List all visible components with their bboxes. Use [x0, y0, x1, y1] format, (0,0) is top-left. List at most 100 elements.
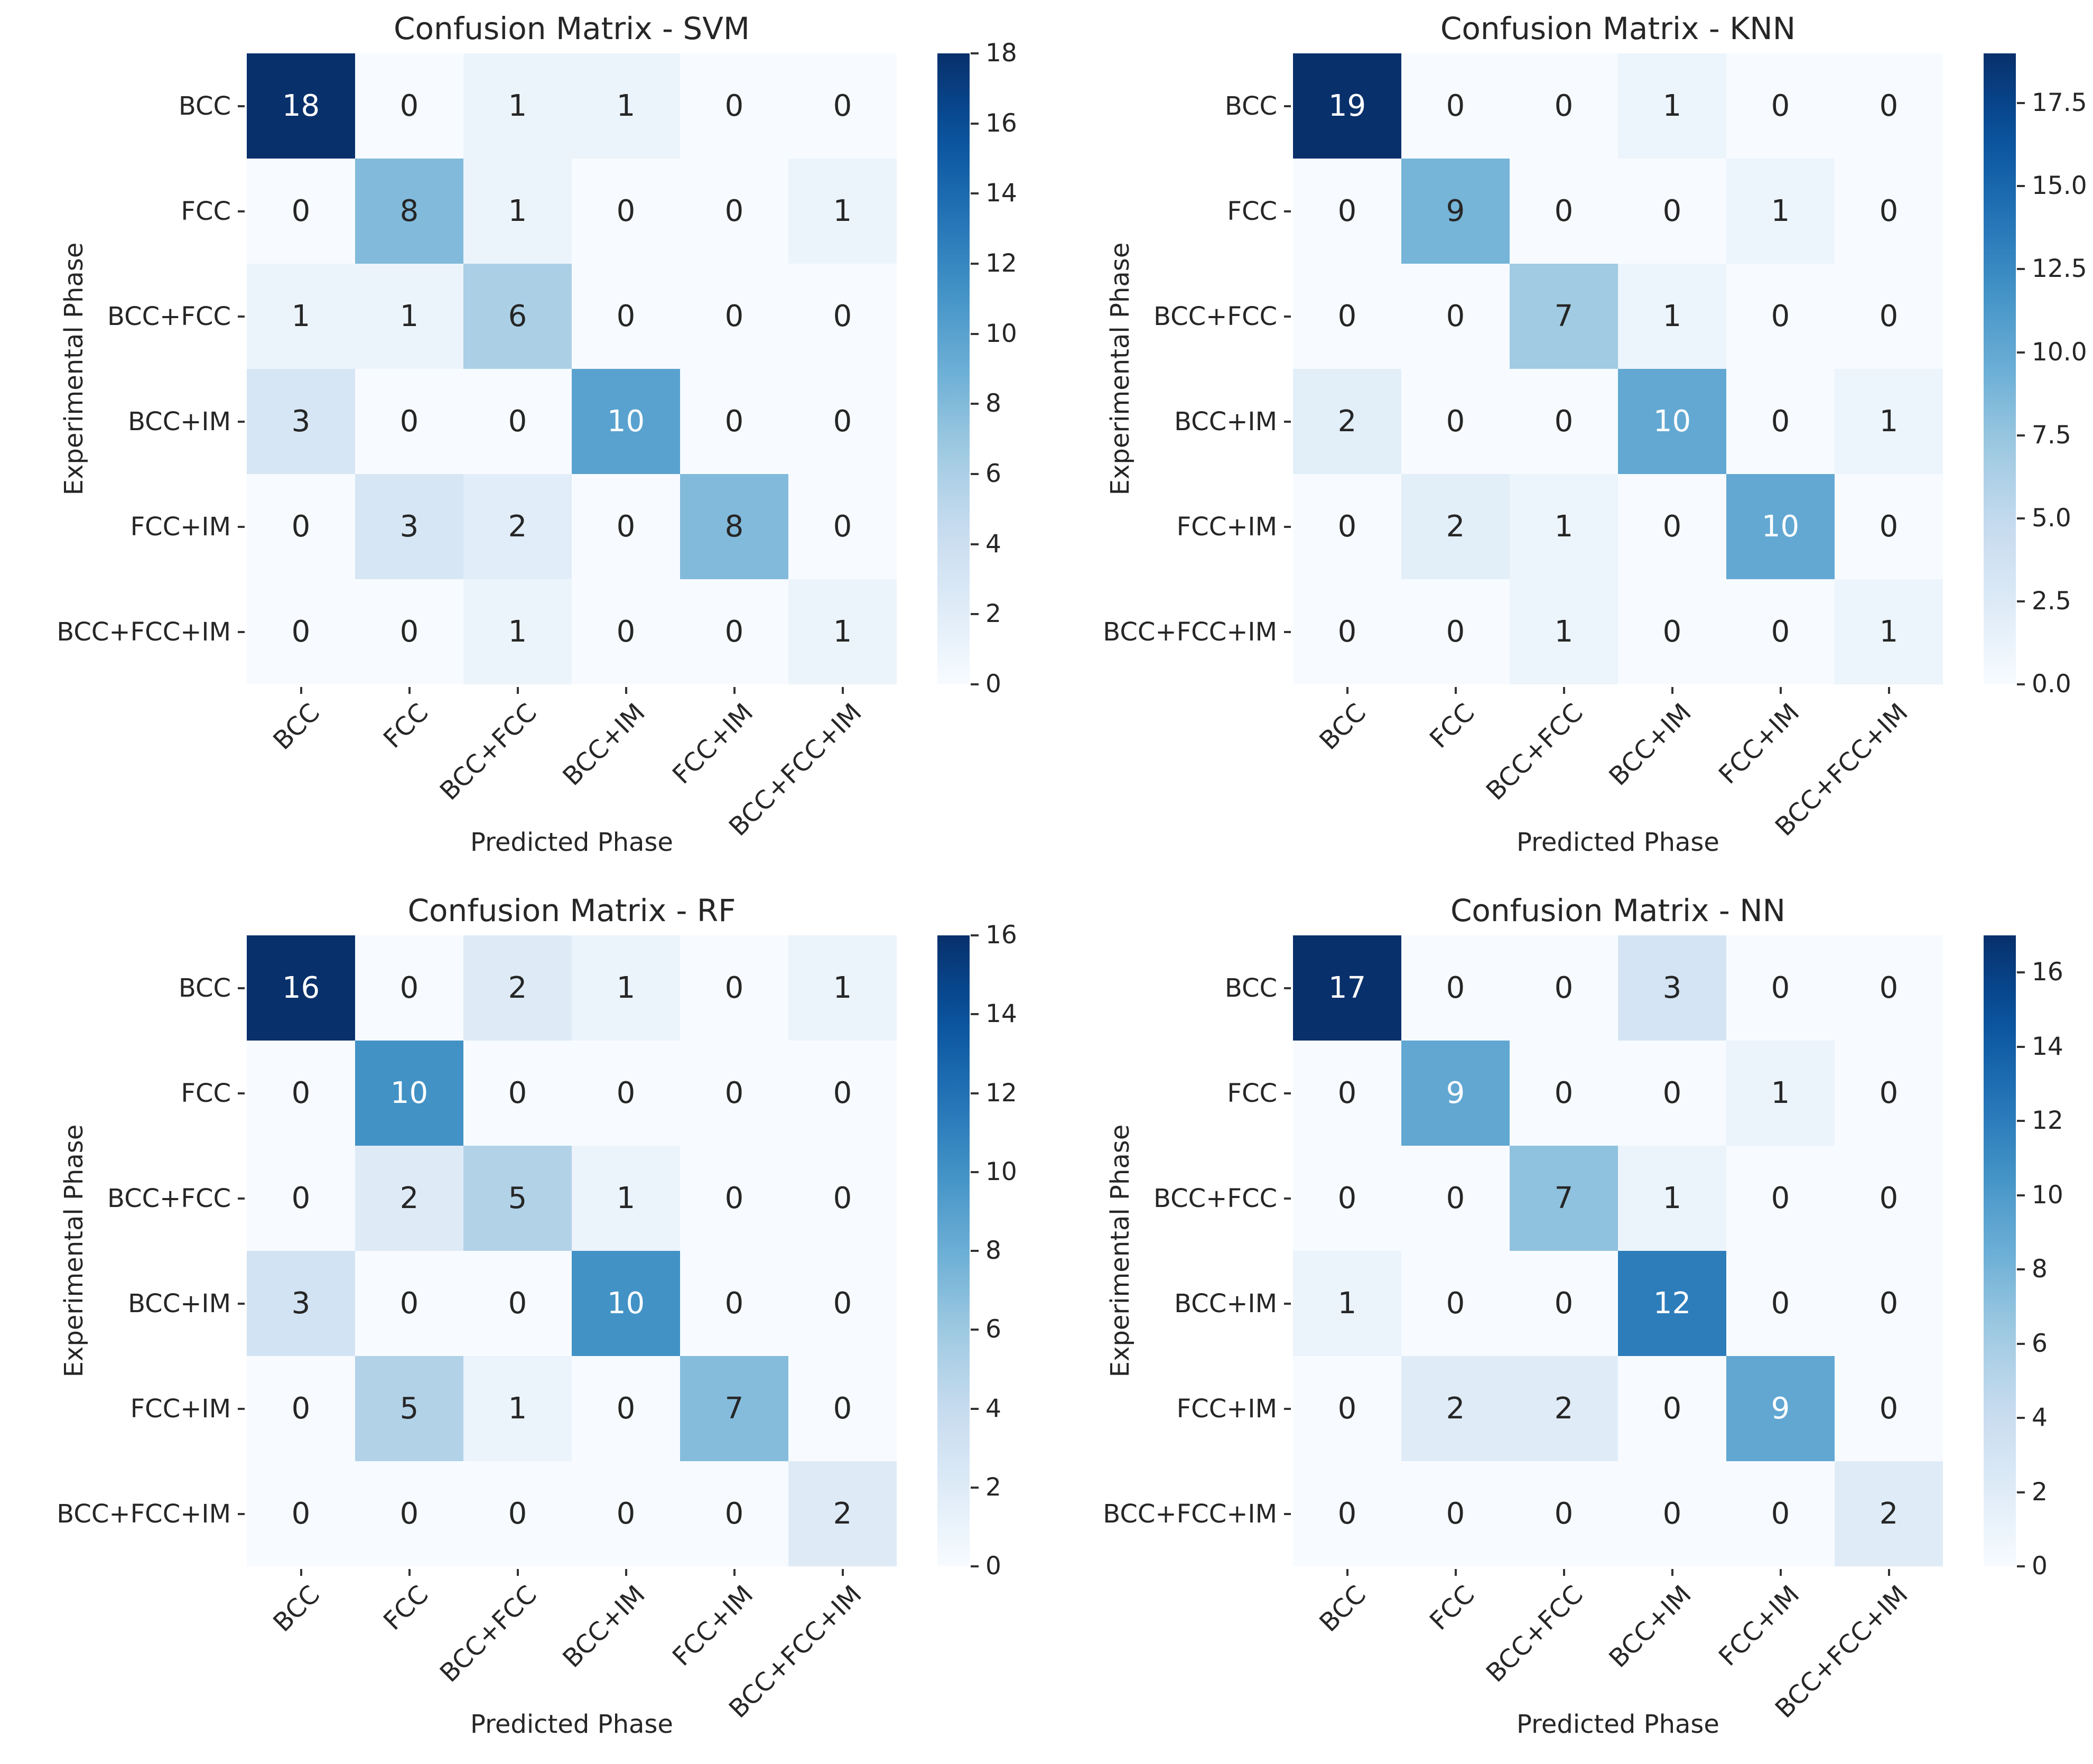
x-tick-mark — [1562, 1569, 1565, 1576]
heatmap-cell: 1 — [788, 935, 897, 1041]
colorbar-tick-mark — [2017, 1120, 2025, 1122]
colorbar-tick-mark — [2017, 1491, 2025, 1493]
colorbar-tick-mark — [971, 1092, 979, 1094]
panel-confusion-matrix-knn: Confusion Matrix - KNN Experimental Phase… — [1046, 0, 2092, 882]
cell-value: 2 — [833, 1496, 852, 1531]
x-axis-label: Predicted Phase — [1517, 828, 1719, 857]
x-tick-label: FCC+IM — [667, 1580, 759, 1672]
y-tick-mark — [1284, 315, 1291, 318]
heatmap-cell: 0 — [572, 159, 680, 264]
cell-value: 1 — [833, 614, 852, 649]
x-tick-label: BCC — [1314, 1580, 1372, 1638]
x-tick-label: FCC — [1424, 1580, 1481, 1636]
colorbar-tick-label: 12 — [985, 1078, 1017, 1108]
cell-value: 0 — [291, 1181, 311, 1215]
colorbar-tick-mark — [971, 1329, 979, 1331]
cell-value: 0 — [291, 1496, 311, 1531]
cell-value: 2 — [1446, 509, 1465, 544]
heatmap-cell: 0 — [463, 369, 572, 474]
chart-title: Confusion Matrix - SVM — [394, 11, 750, 47]
x-tick-mark — [733, 687, 736, 694]
heatmap-cell: 2 — [788, 1461, 897, 1566]
heatmap-cell: 0 — [1835, 474, 1943, 579]
heatmap-cell: 0 — [1401, 935, 1510, 1041]
y-tick-mark — [238, 630, 245, 633]
heatmap-cell: 0 — [1293, 474, 1401, 579]
heatmap-cell: 5 — [355, 1356, 463, 1461]
colorbar-tick-mark — [971, 263, 979, 265]
heatmap-cell: 1 — [1835, 369, 1943, 474]
heatmap-cell: 0 — [1401, 369, 1510, 474]
heatmap-cell: 0 — [788, 1041, 897, 1146]
heatmap-cell: 8 — [680, 474, 788, 579]
colorbar-tick-mark — [2017, 1565, 2025, 1567]
cell-value: 1 — [616, 1181, 636, 1215]
heatmap-cell: 0 — [1401, 53, 1510, 159]
colorbar-tick-mark — [971, 1013, 979, 1016]
cell-value: 9 — [1771, 1391, 1790, 1426]
cell-value: 0 — [1662, 1391, 1682, 1426]
x-tick-label: BCC — [267, 1580, 326, 1638]
x-tick-mark — [1346, 687, 1348, 694]
cell-value: 0 — [291, 614, 311, 649]
heatmap-cell: 0 — [1293, 579, 1401, 684]
cell-value: 0 — [1337, 1181, 1357, 1215]
y-tick-mark — [1284, 420, 1291, 423]
heatmap-cell: 1 — [1510, 474, 1618, 579]
heatmap-cell: 10 — [572, 1251, 680, 1356]
heatmap-cell: 0 — [1726, 264, 1835, 369]
cell-value: 0 — [1446, 1286, 1465, 1321]
x-tick-label: BCC+IM — [556, 698, 651, 792]
heatmap-cell: 0 — [463, 1251, 572, 1356]
heatmap-cell: 0 — [572, 579, 680, 684]
cell-value: 2 — [399, 1181, 419, 1215]
cell-value: 0 — [1554, 404, 1574, 439]
x-tick-mark — [841, 687, 844, 694]
heatmap-cell: 1 — [463, 579, 572, 684]
cell-value: 19 — [1328, 88, 1366, 123]
heatmap-cell: 0 — [680, 1146, 788, 1251]
cell-value: 1 — [616, 88, 636, 123]
colorbar-tick-mark — [2017, 102, 2025, 105]
cell-value: 9 — [1446, 1075, 1465, 1110]
colorbar-tick-label: 12 — [985, 249, 1017, 278]
x-tick-mark — [516, 687, 519, 694]
cell-value: 0 — [1662, 1075, 1682, 1110]
cell-value: 0 — [616, 193, 636, 228]
heatmap-cell: 0 — [247, 1146, 355, 1251]
heatmap-cell: 7 — [1510, 1146, 1618, 1251]
heatmap-cell: 18 — [247, 53, 355, 159]
heatmap-cell: 2 — [1835, 1461, 1943, 1566]
colorbar-tick-mark — [2017, 268, 2025, 271]
cell-value: 0 — [399, 404, 419, 439]
cell-value: 1 — [508, 88, 527, 123]
cell-value: 0 — [724, 1496, 744, 1531]
cell-value: 1 — [1771, 1075, 1790, 1110]
heatmap-cell: 8 — [355, 159, 463, 264]
y-tick-mark — [238, 1302, 245, 1305]
cell-value: 0 — [833, 1286, 852, 1321]
heatmap-cell: 1 — [788, 579, 897, 684]
colorbar-tick-label: 6 — [985, 459, 1001, 488]
cell-value: 0 — [508, 1075, 527, 1110]
y-tick-label: FCC+IM — [130, 512, 231, 542]
cell-value: 0 — [1554, 1286, 1574, 1321]
colorbar-tick-label: 0 — [985, 670, 1001, 699]
cell-value: 0 — [833, 1181, 852, 1215]
heatmap-cell: 0 — [1726, 369, 1835, 474]
y-tick-mark — [1284, 525, 1291, 528]
panel-confusion-matrix-svm: Confusion Matrix - SVM Experimental Phase… — [0, 0, 1046, 882]
colorbar-tick-mark — [971, 332, 979, 335]
y-tick-label: BCC+FCC+IM — [57, 617, 231, 647]
heatmap-cell: 1 — [1293, 1251, 1401, 1356]
heatmap-cell: 0 — [680, 935, 788, 1041]
cell-value: 0 — [508, 1496, 527, 1531]
cell-value: 1 — [508, 193, 527, 228]
heatmap-cell: 0 — [1618, 474, 1726, 579]
cell-value: 0 — [291, 193, 311, 228]
y-tick-mark — [238, 987, 245, 989]
heatmap-cell: 0 — [680, 159, 788, 264]
heatmap-cell: 0 — [247, 579, 355, 684]
cell-value: 0 — [1771, 614, 1790, 649]
heatmap-cell: 0 — [788, 369, 897, 474]
